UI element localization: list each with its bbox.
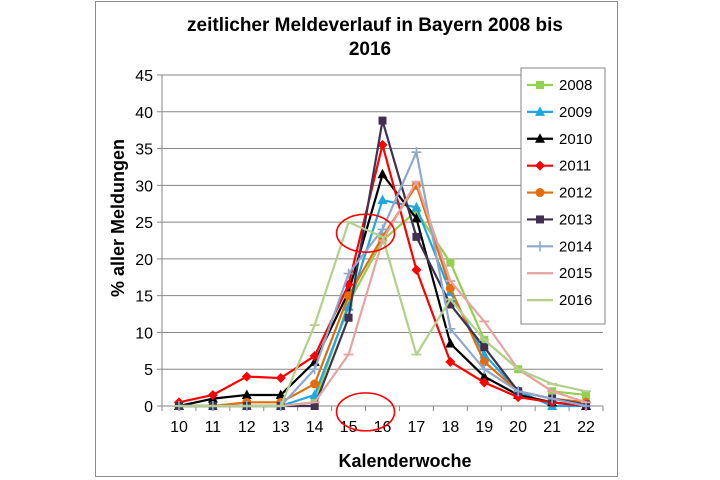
data-point	[310, 402, 319, 410]
data-point	[411, 147, 422, 158]
highlight-ellipse	[335, 392, 396, 432]
legend-marker	[535, 188, 545, 198]
x-tick-label: 10	[170, 419, 188, 436]
data-point	[241, 371, 252, 382]
data-point	[445, 283, 455, 293]
series-lines	[173, 116, 592, 411]
data-point	[378, 116, 387, 125]
legend-item-2010: 2010	[527, 131, 592, 148]
data-point	[309, 364, 320, 375]
y-tick-label: 20	[135, 252, 153, 269]
legend-marker	[535, 106, 545, 116]
legend-item-2009: 2009	[527, 104, 592, 121]
x-tick-label: 12	[238, 419, 256, 436]
data-point	[344, 291, 354, 301]
data-point	[309, 350, 320, 361]
x-tick-label: 13	[272, 419, 290, 436]
legend-label: 2016	[559, 292, 592, 309]
y-tick-label: 15	[135, 289, 153, 306]
y-tick-label: 40	[135, 105, 153, 122]
legend-box	[520, 67, 606, 325]
y-tick-label: 25	[135, 215, 153, 232]
data-point	[412, 232, 421, 241]
y-tick-label: 45	[135, 68, 153, 85]
y-axis-title: % aller Meldungen	[108, 139, 128, 297]
data-point	[446, 300, 455, 309]
legend-label: 2009	[559, 104, 592, 121]
legend: 2008 2009 2010 2011 2012 2013 2014 2015 2016	[520, 67, 606, 325]
data-point	[377, 194, 388, 205]
data-point	[377, 224, 388, 235]
legend-item-2013: 2013	[527, 211, 592, 228]
legend-label: 2014	[559, 238, 592, 255]
data-point	[582, 390, 591, 399]
data-point	[446, 258, 455, 267]
chart-title-line-2: 2016	[349, 39, 391, 60]
legend-marker	[535, 133, 545, 143]
data-point	[377, 139, 388, 150]
x-tick-label: 19	[475, 419, 493, 436]
legend-item-2014: 2014	[527, 238, 592, 255]
y-tick-label: 5	[144, 362, 153, 379]
data-point	[411, 212, 422, 223]
x-tick-label: 18	[441, 419, 459, 436]
data-point	[207, 389, 218, 400]
data-point	[445, 356, 456, 367]
legend-label: 2013	[559, 211, 592, 228]
y-tick-label: 10	[135, 325, 153, 342]
y-tick-label: 35	[135, 142, 153, 159]
data-point	[275, 373, 286, 384]
x-axis-title: Kalenderwoche	[338, 451, 471, 471]
data-point	[275, 389, 286, 399]
legend-marker	[535, 241, 545, 252]
x-tick-label: 17	[408, 419, 426, 436]
y-tick-label: 30	[135, 178, 153, 195]
data-point	[377, 168, 388, 179]
chart-title-line-1: zeitlicher Meldeverlauf in Bayern 2008 b…	[187, 15, 563, 36]
legend-item-2012: 2012	[527, 185, 592, 202]
data-point	[547, 393, 558, 404]
x-tick-label: 21	[543, 419, 561, 436]
legend-label: 2012	[559, 185, 592, 202]
legend-marker	[535, 160, 545, 171]
highlight-ellipse	[335, 213, 396, 253]
legend-item-2011: 2011	[527, 158, 591, 175]
x-tick-label: 20	[509, 419, 527, 436]
y-tick-label: 0	[144, 399, 153, 416]
legend-label: 2015	[559, 265, 592, 282]
data-point	[479, 371, 490, 381]
legend-item-2016: 2016	[527, 292, 592, 309]
legend-marker	[536, 215, 544, 224]
x-tick-label: 22	[577, 419, 595, 436]
data-point	[241, 389, 252, 399]
legend-item-2008: 2008	[527, 77, 592, 94]
legend-label: 2011	[559, 158, 591, 175]
legend-label: 2008	[559, 77, 592, 94]
data-point	[479, 364, 490, 375]
series-2016	[173, 221, 592, 408]
data-point	[344, 313, 353, 322]
data-point	[310, 379, 320, 389]
x-tick-label: 11	[205, 419, 222, 436]
data-point	[343, 268, 354, 279]
legend-label: 2010	[559, 131, 592, 148]
data-point	[479, 377, 490, 388]
data-point	[411, 201, 422, 212]
data-point	[480, 343, 489, 352]
legend-item-2015: 2015	[527, 265, 592, 282]
x-tick-label: 14	[306, 419, 324, 436]
data-point	[445, 337, 456, 348]
annotations	[335, 213, 396, 432]
legend-marker	[536, 81, 544, 89]
data-point	[411, 264, 422, 275]
data-point	[513, 386, 524, 397]
data-point	[479, 357, 489, 367]
data-point	[445, 323, 456, 334]
